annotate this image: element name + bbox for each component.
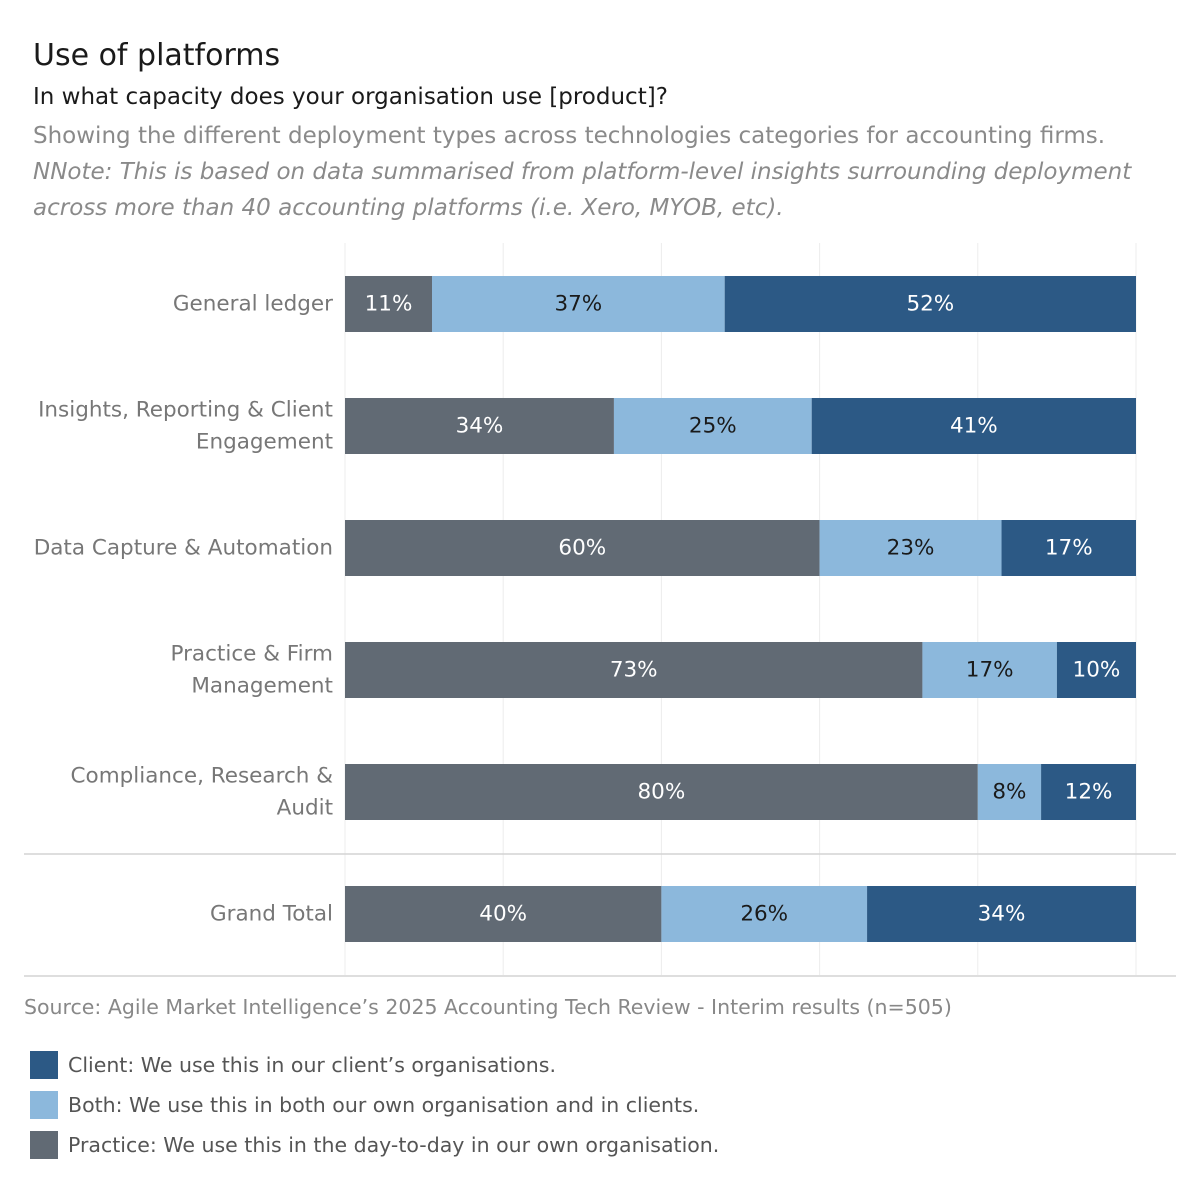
legend-swatch-practice (30, 1131, 58, 1159)
category-label: Compliance, Research & (71, 764, 334, 789)
data-label: 17% (1045, 536, 1093, 561)
bar-segment (345, 520, 820, 576)
data-label: 25% (689, 414, 737, 439)
data-label: 23% (887, 536, 935, 561)
bar-segment (1041, 764, 1136, 820)
bar-segment (724, 276, 1136, 332)
bar-segment (811, 398, 1136, 454)
data-label: 37% (554, 292, 602, 317)
category-label: Data Capture & Automation (34, 536, 333, 561)
chart-subtitle: In what capacity does your organisation … (33, 84, 668, 110)
bar-segment (613, 398, 812, 454)
source-note: Source: Agile Market Intelligence’s 2025… (24, 995, 952, 1019)
category-label: Engagement (196, 430, 333, 455)
legend-label-practice: Practice: We use this in the day-to-day … (68, 1133, 720, 1157)
description-note: NNote: This is based on data summarised … (33, 159, 1132, 221)
category-label: General ledger (173, 292, 333, 317)
category-label: Management (191, 674, 333, 699)
chart-description: Showing the different deployment types a… (33, 118, 1143, 226)
bar-segment (977, 764, 1042, 820)
legend-label-client: Client: We use this in our client’s orga… (68, 1053, 556, 1077)
data-label: 41% (950, 414, 998, 439)
description-text: Showing the different deployment types a… (33, 123, 1106, 149)
data-label: 17% (966, 658, 1014, 683)
legend-label-both: Both: We use this in both our own organi… (68, 1093, 700, 1117)
legend-item-practice: Practice: We use this in the day-to-day … (30, 1125, 719, 1165)
bar-segment (661, 886, 868, 942)
bar-segment (432, 276, 725, 332)
legend-item-client: Client: We use this in our client’s orga… (30, 1045, 719, 1085)
bar-segment (1056, 642, 1136, 698)
category-label: Insights, Reporting & Client (38, 398, 333, 423)
chart-title: Use of platforms (33, 38, 281, 73)
bar-segment (1001, 520, 1136, 576)
data-label: 34% (978, 902, 1026, 927)
stacked-bar-chart: General ledger 11% 37% 52% Insights, Reporti… (24, 243, 1176, 977)
bar-segment (345, 398, 614, 454)
category-label: Practice & Firm (171, 642, 334, 667)
data-label: 10% (1073, 658, 1121, 683)
legend-swatch-both (30, 1091, 58, 1119)
data-label: 8% (992, 780, 1026, 805)
data-label: 52% (906, 292, 954, 317)
bar-segment (345, 764, 978, 820)
data-label: 12% (1065, 780, 1113, 805)
legend-swatch-client (30, 1051, 58, 1079)
legend-item-both: Both: We use this in both our own organi… (30, 1085, 719, 1125)
bar-segment (867, 886, 1136, 942)
data-label: 11% (365, 292, 413, 317)
legend: Client: We use this in our client’s orga… (30, 1045, 719, 1165)
data-label: 60% (558, 536, 606, 561)
data-label: 73% (610, 658, 658, 683)
bar-segment (819, 520, 1002, 576)
bar-segment (922, 642, 1057, 698)
data-label: 26% (740, 902, 788, 927)
data-label: 34% (456, 414, 504, 439)
category-label: Audit (277, 796, 333, 821)
data-label: 80% (638, 780, 686, 805)
bar-segment (345, 276, 433, 332)
category-label: Grand Total (210, 902, 333, 927)
bar-segment (345, 886, 662, 942)
data-label: 40% (479, 902, 527, 927)
bar-segment (345, 642, 923, 698)
